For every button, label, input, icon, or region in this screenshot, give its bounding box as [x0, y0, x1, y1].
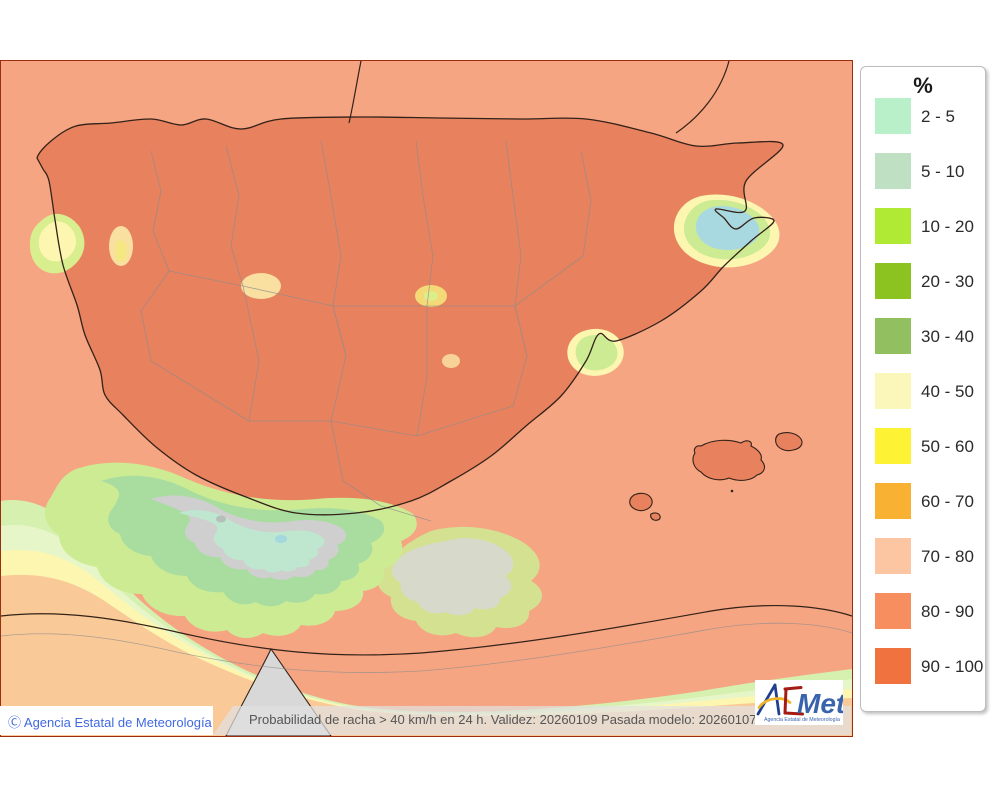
- svg-text:Met: Met: [797, 688, 843, 719]
- svg-text:Agencia Estatal de Meteorologí: Agencia Estatal de Meteorología: [764, 717, 840, 723]
